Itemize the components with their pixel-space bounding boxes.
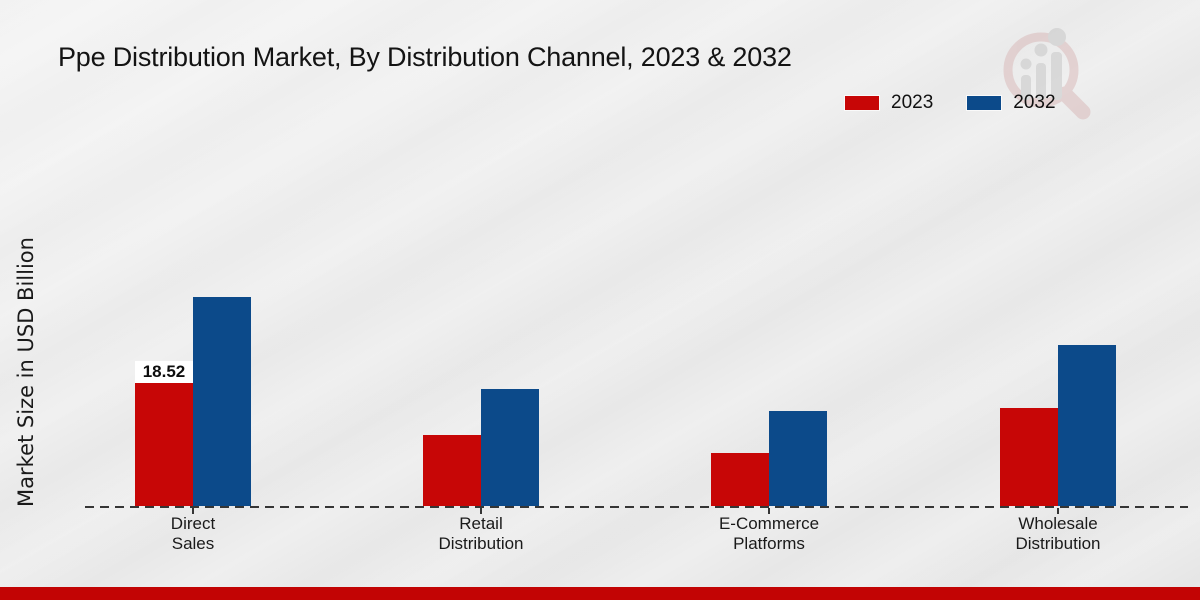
bar-2023-retail-distribution [423,435,481,506]
x-axis-tick [480,508,482,514]
legend-label: 2032 [1013,92,1056,113]
category-label: Wholesale Distribution [1015,514,1101,553]
category-label: Retail Distribution [438,514,524,553]
bar-2023-e-commerce-platforms [711,453,769,506]
legend: 2023 2032 [845,92,1056,114]
legend-label: 2023 [891,92,934,113]
footer-accent-bar [0,587,1200,600]
category-label: E-Commerce Platforms [718,514,820,553]
bar-2032-wholesale-distribution [1058,345,1116,506]
legend-item-2032: 2032 [967,92,1056,114]
bar-2023-direct-sales [135,383,193,506]
bar-2032-e-commerce-platforms [769,411,827,506]
legend-item-2023: 2023 [845,92,933,114]
legend-swatch-icon [967,96,1002,110]
bar-2032-direct-sales [193,297,251,506]
legend-swatch-icon [845,96,879,110]
growth-chart-magnifier-logo-icon [996,26,1096,124]
chart-title: Ppe Distribution Market, By Distribution… [58,42,792,72]
bar-value-label: 18.52 [135,361,193,383]
bar-2032-retail-distribution [481,389,539,506]
category-label: Direct Sales [170,514,216,553]
x-axis-tick [1057,508,1059,514]
x-axis-tick [768,508,770,514]
x-axis-baseline [85,506,1188,508]
x-axis-tick [192,508,194,514]
bar-2023-wholesale-distribution [1000,408,1058,506]
